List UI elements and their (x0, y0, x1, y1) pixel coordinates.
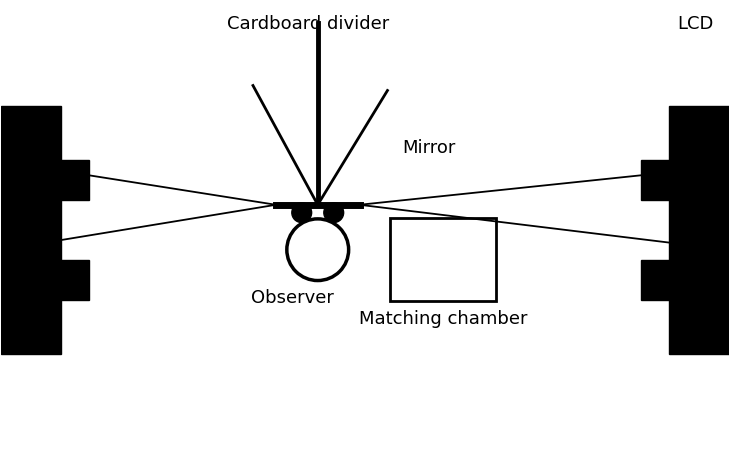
Bar (61, 260, 89, 300)
Text: Observer: Observer (251, 289, 334, 307)
Circle shape (324, 203, 344, 223)
Bar (391, 219, 496, 302)
Text: Mirror: Mirror (402, 139, 456, 157)
Bar (641, 260, 669, 300)
Bar (669, 106, 729, 354)
Circle shape (292, 203, 312, 223)
Bar (1, 106, 61, 354)
Text: LCD: LCD (677, 15, 714, 33)
Bar (61, 161, 89, 201)
Bar (641, 161, 669, 201)
Text: Matching chamber: Matching chamber (359, 310, 528, 327)
Text: Cardboard divider: Cardboard divider (226, 15, 389, 33)
